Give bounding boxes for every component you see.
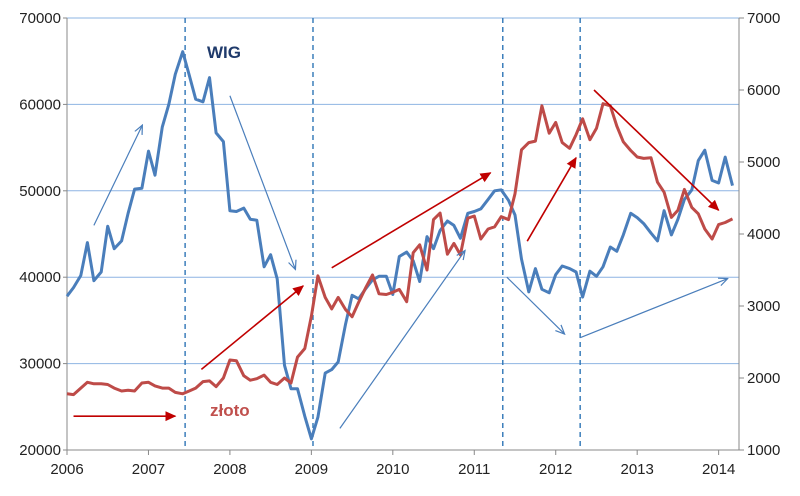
y-left-tick-label: 30000 <box>19 356 61 373</box>
x-tick-label: 2010 <box>376 461 409 478</box>
y-left-tick-label: 70000 <box>19 10 61 27</box>
wig-line <box>65 50 734 441</box>
y-right-tick-label: 6000 <box>747 82 780 99</box>
y-right-tick-label: 2000 <box>747 370 780 387</box>
wig-series-label: WIG <box>207 43 241 62</box>
trend-arrow-blue <box>579 279 727 339</box>
axes: 20000 30000 40000 50000 60000 70000 1000 2000 30… <box>19 10 780 478</box>
trend-arrow-red <box>331 172 492 269</box>
trend-arrow-red <box>593 89 720 211</box>
trend-arrow-blue <box>93 126 142 226</box>
y-right-tick-label: 7000 <box>747 10 780 27</box>
x-tick-label: 2014 <box>702 461 735 478</box>
x-tick-label: 2012 <box>539 461 572 478</box>
trend-arrow-red <box>200 285 304 370</box>
trend-arrow-blue <box>339 251 465 429</box>
x-tick-label: 2008 <box>213 461 246 478</box>
zloto-line <box>66 102 734 397</box>
trend-arrows <box>73 89 727 429</box>
trend-arrow-red <box>526 156 577 242</box>
x-tick-label: 2007 <box>132 461 165 478</box>
series-lines <box>65 50 734 441</box>
trend-arrow-blue <box>229 95 295 269</box>
zloto-series-label: złoto <box>210 401 250 420</box>
x-tick-label: 2011 <box>458 461 490 478</box>
y-right-tick-label: 5000 <box>747 154 780 171</box>
gridlines <box>67 17 739 365</box>
x-tick-label: 2009 <box>295 461 328 478</box>
y-right-tick-label: 3000 <box>747 298 780 315</box>
trend-arrow-blue <box>506 276 564 333</box>
y-right-tick-label: 1000 <box>747 442 780 459</box>
event-dividers <box>184 18 581 450</box>
y-right-tick-label: 4000 <box>747 226 780 243</box>
y-left-tick-label: 20000 <box>19 442 61 459</box>
y-left-tick-label: 50000 <box>19 183 61 200</box>
x-tick-label: 2006 <box>50 461 83 478</box>
y-left-tick-label: 60000 <box>19 96 61 113</box>
y-left-tick-label: 40000 <box>19 269 61 286</box>
x-tick-label: 2013 <box>620 461 653 478</box>
